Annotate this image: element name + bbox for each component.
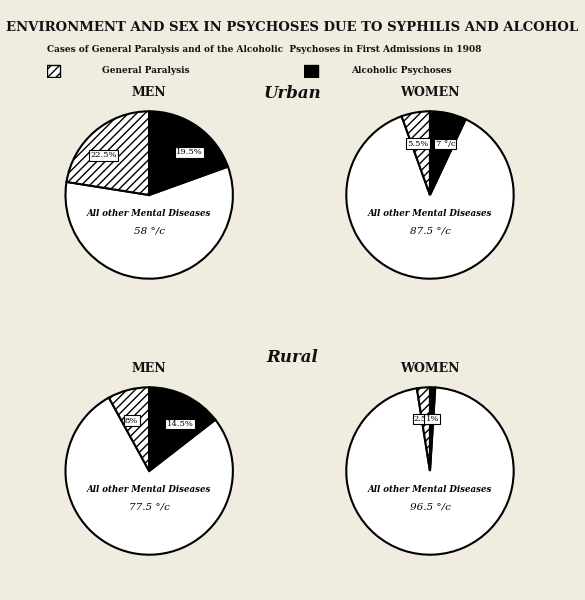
Text: 87.5 °/c: 87.5 °/c <box>410 227 450 236</box>
Bar <box>304 64 318 76</box>
Wedge shape <box>149 111 228 195</box>
Text: MEN: MEN <box>132 86 167 99</box>
Text: 1%: 1% <box>425 415 439 423</box>
Text: Cases of General Paralysis and of the Alcoholic  Psychoses in First Admissions i: Cases of General Paralysis and of the Al… <box>47 45 481 54</box>
Text: 8%: 8% <box>125 416 138 425</box>
Wedge shape <box>402 111 430 195</box>
Wedge shape <box>66 167 233 278</box>
Text: 58 °/c: 58 °/c <box>134 227 164 236</box>
Text: All other Mental Diseases: All other Mental Diseases <box>368 485 492 494</box>
Wedge shape <box>67 111 149 195</box>
Text: 2.5%: 2.5% <box>414 415 435 423</box>
Wedge shape <box>430 388 435 471</box>
Text: General Paralysis: General Paralysis <box>102 66 190 75</box>
Text: WOMEN: WOMEN <box>400 86 460 99</box>
Wedge shape <box>346 116 514 278</box>
Text: All other Mental Diseases: All other Mental Diseases <box>87 485 211 494</box>
Text: Rural: Rural <box>267 349 318 365</box>
Wedge shape <box>66 398 233 554</box>
Text: All other Mental Diseases: All other Mental Diseases <box>87 209 211 218</box>
Wedge shape <box>346 388 514 554</box>
Text: Urban: Urban <box>264 85 321 101</box>
Wedge shape <box>149 388 215 471</box>
Text: Alcoholic Psychoses: Alcoholic Psychoses <box>351 66 452 75</box>
Wedge shape <box>430 111 466 195</box>
Text: All other Mental Diseases: All other Mental Diseases <box>368 209 492 218</box>
Text: 96.5 °/c: 96.5 °/c <box>410 503 450 512</box>
Text: MEN: MEN <box>132 362 167 375</box>
Text: 77.5 °/c: 77.5 °/c <box>129 503 170 512</box>
Text: 22.5%: 22.5% <box>90 151 116 160</box>
Text: 7 °/c: 7 °/c <box>435 140 455 148</box>
Text: 19.5%: 19.5% <box>176 148 203 157</box>
Text: WOMEN: WOMEN <box>400 362 460 375</box>
Text: ENVIRONMENT AND SEX IN PSYCHOSES DUE TO SYPHILIS AND ALCOHOL: ENVIRONMENT AND SEX IN PSYCHOSES DUE TO … <box>6 21 579 34</box>
Wedge shape <box>109 388 149 471</box>
Bar <box>47 64 60 76</box>
Wedge shape <box>417 388 430 471</box>
Text: 14.5%: 14.5% <box>167 420 194 428</box>
Text: 5.5%: 5.5% <box>407 140 429 148</box>
